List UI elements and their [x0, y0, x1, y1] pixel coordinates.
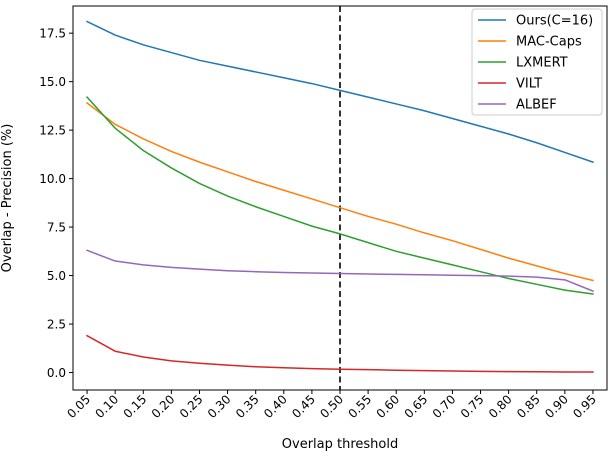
legend-box [471, 8, 603, 116]
legend-label-2: MAC-Caps [516, 35, 582, 50]
x-tick-label: 0.25 [177, 392, 206, 421]
x-tick-label: 0.95 [570, 392, 599, 421]
series-line-1 [86, 20, 594, 164]
y-tick-label: 10.0 [39, 172, 66, 186]
x-tick-label: 0.45 [289, 392, 318, 421]
x-tick-label: 0.90 [542, 392, 571, 421]
x-tick-label: 0.30 [205, 392, 234, 421]
x-tick-label: 0.35 [233, 392, 262, 421]
y-tick-label: 0.0 [47, 366, 66, 380]
x-tick-label: 0.75 [458, 392, 487, 421]
x-tick-label: 0.10 [92, 392, 121, 421]
x-tick-label: 0.80 [486, 392, 515, 421]
x-tick-label: 0.50 [317, 392, 346, 421]
legend-label-4: VILT [516, 77, 542, 92]
y-tick-label: 15.0 [39, 75, 66, 89]
series-layer [85, 20, 594, 373]
legend-label-1: Ours(C=16) [516, 14, 593, 29]
y-tick-label: 2.5 [47, 318, 66, 332]
y-tick-label: 12.5 [39, 124, 66, 138]
x-axis-label: Overlap threshold [282, 437, 398, 451]
x-tick-label: 0.20 [149, 392, 178, 421]
x-tick-label: 0.15 [121, 392, 150, 421]
series-line-5 [86, 249, 594, 293]
y-tick-label: 17.5 [39, 27, 66, 41]
x-tick-label: 0.85 [514, 392, 543, 421]
x-tick-label: 0.60 [374, 392, 403, 421]
x-tick-label: 0.40 [261, 392, 290, 421]
y-tick-label: 5.0 [47, 269, 66, 283]
y-tick-label: 7.5 [47, 221, 66, 235]
x-tick-label: 0.65 [402, 392, 431, 421]
legend: Ours(C=16) MAC-Caps LXMERT VILT ALBEF [471, 8, 603, 116]
x-tick-label: 0.70 [430, 392, 459, 421]
series-line-3 [85, 96, 594, 295]
y-axis-label: Overlap - Precision (%) [0, 124, 15, 273]
legend-label-5: ALBEF [516, 98, 557, 113]
series-line-2 [85, 101, 594, 282]
legend-label-3: LXMERT [516, 56, 568, 71]
x-tick-label: 0.55 [345, 392, 374, 421]
x-tick-label: 0.05 [64, 392, 93, 421]
series-line-4 [86, 334, 594, 373]
